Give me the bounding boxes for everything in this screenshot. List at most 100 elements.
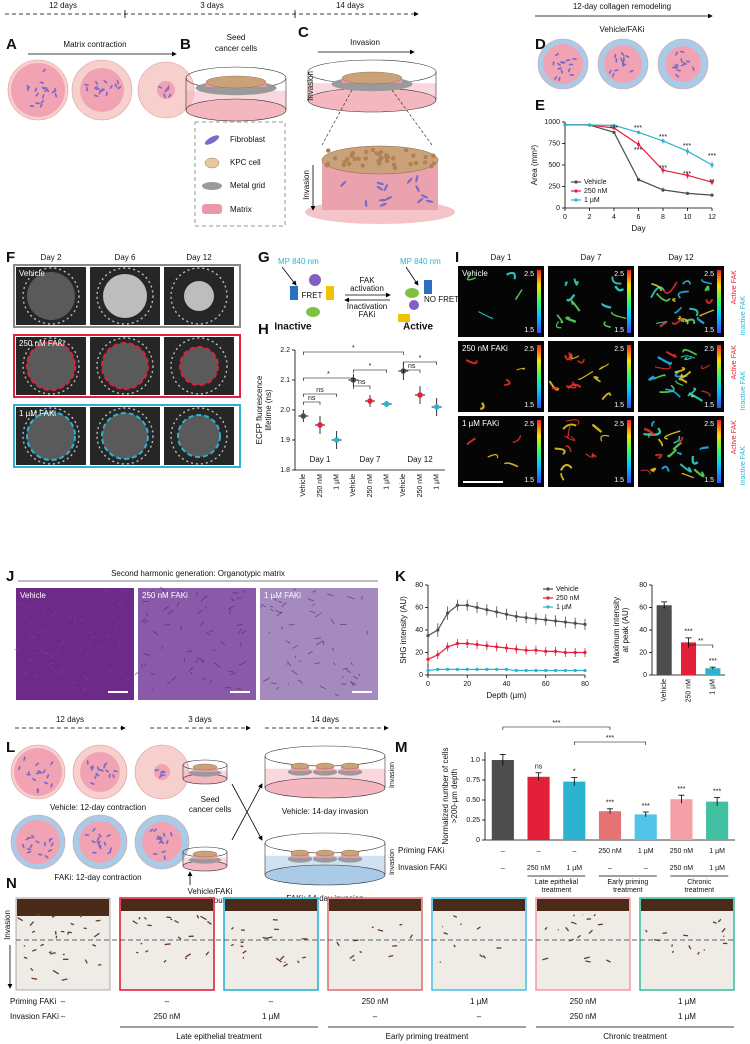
x-tick-label: Vehicle xyxy=(350,474,357,497)
cell-layer xyxy=(315,762,335,770)
ferm xyxy=(409,300,419,310)
stained-cell xyxy=(17,917,23,922)
fibroblast xyxy=(94,774,97,780)
marker xyxy=(587,123,592,127)
cell-signal xyxy=(691,455,699,465)
collagen-fiber xyxy=(124,678,130,681)
panel-title: Invasion xyxy=(350,38,380,47)
fibroblast xyxy=(158,836,163,839)
well-edge xyxy=(22,407,80,465)
stained-cell xyxy=(453,944,456,948)
collagen-fiber xyxy=(281,602,287,608)
stained-cell xyxy=(177,936,182,940)
priming-value: 1 µM xyxy=(709,848,725,855)
collagen-fiber xyxy=(213,648,216,652)
cell-signal xyxy=(611,311,627,320)
bar xyxy=(670,799,693,840)
stained-cell xyxy=(688,945,692,950)
invasion-value: 250 nM xyxy=(154,1012,181,1021)
collagen-fiber xyxy=(276,611,283,617)
row-label: 1 µM FAKi xyxy=(19,409,56,418)
group-label: Early priming xyxy=(607,879,648,886)
stained-cell xyxy=(200,915,207,921)
stained-cell xyxy=(83,927,87,930)
collagen-fiber xyxy=(310,610,316,614)
timeline-label: 3 days xyxy=(200,1,224,10)
stained-cell xyxy=(479,954,483,958)
significance-label: *** xyxy=(606,800,614,807)
stained-cell xyxy=(164,943,171,946)
significance-label: ns xyxy=(308,395,316,402)
significance-label: ns xyxy=(408,363,416,370)
marker xyxy=(475,667,479,671)
cell-signal xyxy=(516,367,526,371)
ypet xyxy=(326,286,334,300)
point xyxy=(333,437,340,443)
fibroblast xyxy=(168,93,172,98)
y-tick-label: 60 xyxy=(639,604,647,611)
seed-label: cancer cells xyxy=(189,805,231,814)
collagen-fiber xyxy=(287,682,290,685)
fibroblast xyxy=(40,103,43,108)
scale-max: 2.5 xyxy=(524,346,534,353)
fibroblast xyxy=(100,88,105,92)
image-tile xyxy=(548,416,634,487)
cell xyxy=(326,148,331,153)
collagen-fiber xyxy=(163,623,171,626)
panel-letter: A xyxy=(6,36,17,53)
cell-signal xyxy=(466,273,477,281)
x-tick-label: 0 xyxy=(563,214,567,221)
cell-signal xyxy=(650,467,657,473)
collagen-fiber xyxy=(319,612,322,614)
ihc-image xyxy=(639,897,735,991)
stained-cell xyxy=(31,930,36,934)
marker xyxy=(685,149,690,153)
legend-label: Vehicle xyxy=(584,179,607,186)
fibroblast xyxy=(170,831,173,837)
image-tile xyxy=(458,341,544,412)
fibroblast xyxy=(685,60,691,63)
fibroblast xyxy=(612,72,615,78)
color-bar xyxy=(717,420,721,483)
fibroblast xyxy=(364,199,368,208)
marker xyxy=(685,191,690,195)
cell-signal xyxy=(556,314,564,324)
cell xyxy=(332,156,338,161)
cell-signal xyxy=(648,375,656,381)
invasion-value: 250 nM xyxy=(670,865,694,872)
collagen-fiber xyxy=(312,590,317,593)
color-bar xyxy=(627,270,631,333)
legend-marker xyxy=(574,189,578,193)
cell-signal xyxy=(667,448,678,458)
marker xyxy=(553,619,558,623)
stained-cell xyxy=(242,950,247,954)
fibroblast xyxy=(680,57,683,63)
significance-label: *** xyxy=(708,153,716,160)
cell-signal xyxy=(570,300,581,312)
legend-marker xyxy=(546,587,550,591)
laser-label: MP 840 nm xyxy=(400,257,441,266)
cell-signal xyxy=(598,363,610,370)
collagen-fiber xyxy=(120,606,125,610)
stained-cell xyxy=(544,926,548,931)
scale-max: 2.5 xyxy=(704,421,714,428)
x-tick-label: Vehicle xyxy=(661,679,668,702)
fibroblast xyxy=(105,91,108,97)
fibroblast xyxy=(89,765,94,769)
stained-cell xyxy=(717,918,722,923)
scale-max: 2.5 xyxy=(524,421,534,428)
significance-label: *** xyxy=(677,786,685,793)
collagen-fiber xyxy=(273,597,278,602)
fibroblast xyxy=(569,74,575,76)
significance-bracket xyxy=(353,369,387,373)
marker xyxy=(446,667,450,671)
cell xyxy=(350,150,356,156)
panel-letter: B xyxy=(180,36,191,53)
fibroblast xyxy=(99,768,104,772)
fibroblast xyxy=(106,834,111,837)
cell-signal xyxy=(512,434,522,443)
marker xyxy=(485,608,489,612)
x-tick-label: 250 nM xyxy=(417,474,424,498)
collagen-fiber xyxy=(51,611,57,617)
collagen-fiber xyxy=(314,662,321,665)
